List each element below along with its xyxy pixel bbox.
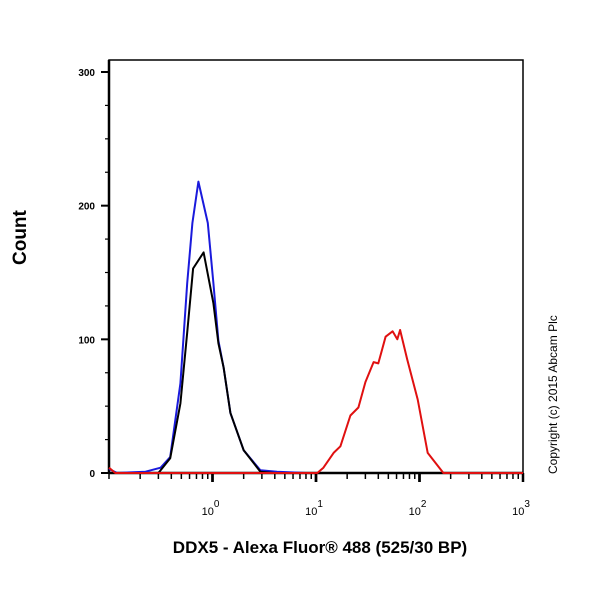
histogram-series-2 <box>108 329 523 474</box>
x-tick-label: 101 <box>305 499 323 518</box>
y-tick-label: 0 <box>89 469 95 480</box>
x-tick-label: 102 <box>409 499 427 518</box>
y-tick-label: 300 <box>78 68 95 79</box>
x-tick-label: 100 <box>202 499 220 518</box>
plot-frame <box>108 59 524 474</box>
x-axis-label: DDX5 - Alexa Fluor® 488 (525/30 BP) <box>172 538 468 557</box>
y-tick-label: 100 <box>78 335 95 346</box>
histogram-series-0 <box>108 180 523 474</box>
histogram-series-1 <box>109 251 523 474</box>
y-axis-label: Count <box>10 210 31 265</box>
copyright-annotation: Copyright (c) 2015 Abcam Plc <box>546 315 560 474</box>
x-tick-label: 103 <box>512 499 530 518</box>
y-tick-label: 200 <box>78 202 95 213</box>
